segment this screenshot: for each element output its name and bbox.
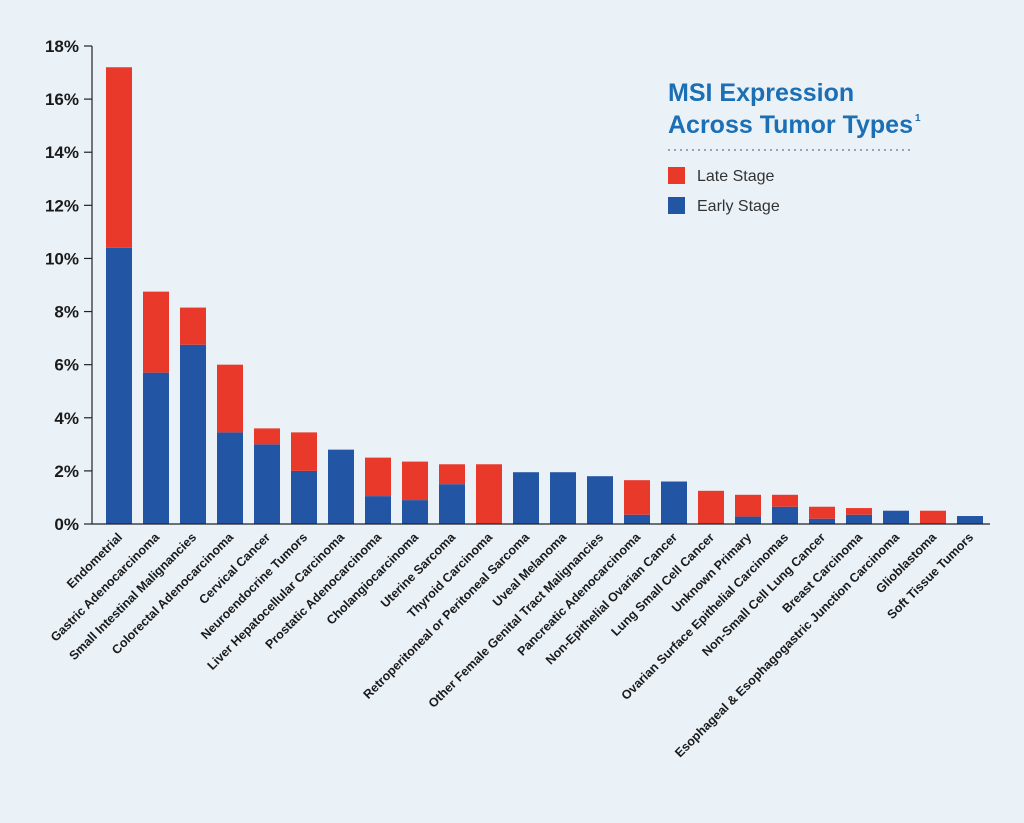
bar-segment bbox=[957, 516, 983, 524]
bar-segment bbox=[698, 490, 724, 524]
bar-segment bbox=[661, 481, 687, 524]
bar-segment bbox=[328, 449, 354, 524]
chart-title: MSI Expression Across Tumor Types 1 bbox=[668, 79, 921, 151]
bar-segment bbox=[624, 480, 650, 515]
legend-swatch bbox=[668, 167, 685, 184]
y-tick-label: 12% bbox=[45, 196, 79, 215]
chart-title-line-2-text: Across Tumor Types bbox=[668, 111, 913, 139]
y-tick-label: 18% bbox=[45, 37, 79, 56]
bar-segment bbox=[809, 506, 835, 519]
chart-title-line-2: Across Tumor Types 1 bbox=[668, 111, 921, 139]
bar-segment bbox=[809, 518, 835, 524]
chart-title-superscript: 1 bbox=[915, 113, 921, 124]
bar-segment bbox=[217, 432, 243, 524]
bar-segment bbox=[254, 428, 280, 445]
bar-segment bbox=[735, 516, 761, 524]
y-tick-label: 16% bbox=[45, 90, 79, 109]
bar-segment bbox=[291, 470, 317, 524]
bar-segment bbox=[772, 494, 798, 507]
bar-segment bbox=[624, 514, 650, 524]
bar-segment bbox=[439, 464, 465, 485]
bar-segment bbox=[143, 291, 169, 373]
x-tick-label: Liver Hepatocellular Carcinoma bbox=[205, 529, 348, 672]
bar-segment bbox=[402, 461, 428, 501]
bar-segment bbox=[846, 508, 872, 515]
legend-label: Early Stage bbox=[697, 198, 780, 215]
bar-segment bbox=[920, 510, 946, 524]
y-tick-label: 4% bbox=[54, 409, 79, 428]
bar-segment bbox=[476, 464, 502, 524]
bar-segment bbox=[365, 496, 391, 524]
bar-segment bbox=[439, 484, 465, 524]
bar-segment bbox=[402, 500, 428, 524]
bar-segment bbox=[180, 344, 206, 524]
y-tick-label: 10% bbox=[45, 249, 79, 268]
y-tick-label: 8% bbox=[54, 303, 79, 322]
chart-title-line-1: MSI Expression bbox=[668, 79, 854, 107]
bar-segment bbox=[180, 307, 206, 345]
bar-segment bbox=[883, 510, 909, 524]
bar-segment bbox=[735, 494, 761, 517]
y-axis: 0% 2% 4% 6% 8% 10% 12% 14% 16% 18% bbox=[45, 37, 93, 534]
bar-segment bbox=[217, 364, 243, 433]
legend-swatch bbox=[668, 197, 685, 214]
y-tick-label: 2% bbox=[54, 462, 79, 481]
bar-segment bbox=[550, 472, 576, 524]
bar-segment bbox=[106, 67, 132, 248]
bar-segment bbox=[772, 506, 798, 524]
bar-segment bbox=[365, 457, 391, 497]
bars bbox=[106, 67, 983, 525]
bar-segment bbox=[254, 444, 280, 524]
legend-label: Late Stage bbox=[697, 168, 775, 185]
bar-segment bbox=[143, 372, 169, 524]
y-tick-label: 0% bbox=[54, 515, 79, 534]
bar-segment bbox=[846, 514, 872, 524]
bar-segment bbox=[587, 476, 613, 524]
y-tick-label: 14% bbox=[45, 143, 79, 162]
legend: Late Stage Early Stage bbox=[668, 167, 780, 215]
bar-segment bbox=[513, 472, 539, 524]
bar-segment bbox=[106, 247, 132, 525]
y-tick-label: 6% bbox=[54, 356, 79, 375]
bar-segment bbox=[291, 432, 317, 471]
